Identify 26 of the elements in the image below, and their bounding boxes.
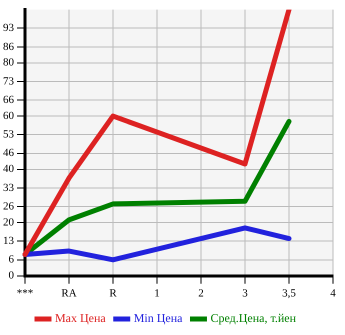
- y-tick-label: 60: [3, 110, 14, 122]
- y-tick-label: 33: [3, 182, 14, 194]
- legend-label: Max Цена: [54, 311, 106, 326]
- x-tick-label: 3: [242, 287, 248, 300]
- legend-label: Min Цена: [134, 311, 184, 326]
- x-tick-label: 1: [154, 287, 160, 300]
- y-tick-label: 26: [3, 200, 14, 212]
- y-tick-label: 40: [3, 163, 14, 176]
- x-tick-label: RA: [61, 287, 77, 300]
- y-tick-label: 80: [3, 56, 14, 69]
- y-tick-label: 20: [3, 216, 14, 228]
- y-tick-label: 0: [8, 270, 14, 282]
- x-tick-label: 4: [330, 287, 336, 300]
- y-tick-label: 13: [3, 235, 14, 248]
- x-tick-label: 2: [198, 287, 204, 300]
- y-tick-label: 53: [3, 128, 14, 141]
- y-tick-label: 46: [3, 147, 14, 160]
- x-tick-label: 3,5: [282, 287, 296, 300]
- y-tick-label: 66: [3, 94, 14, 106]
- y-tick-label: 86: [3, 40, 14, 53]
- x-tick-label: R: [109, 287, 118, 300]
- y-tick-label: 73: [3, 75, 14, 88]
- y-tick-label: 93: [3, 22, 14, 34]
- legend-label: Сред.Цена, т.йен: [210, 311, 297, 326]
- y-tick-label: 6: [8, 254, 14, 266]
- x-tick-label: ***: [16, 287, 34, 300]
